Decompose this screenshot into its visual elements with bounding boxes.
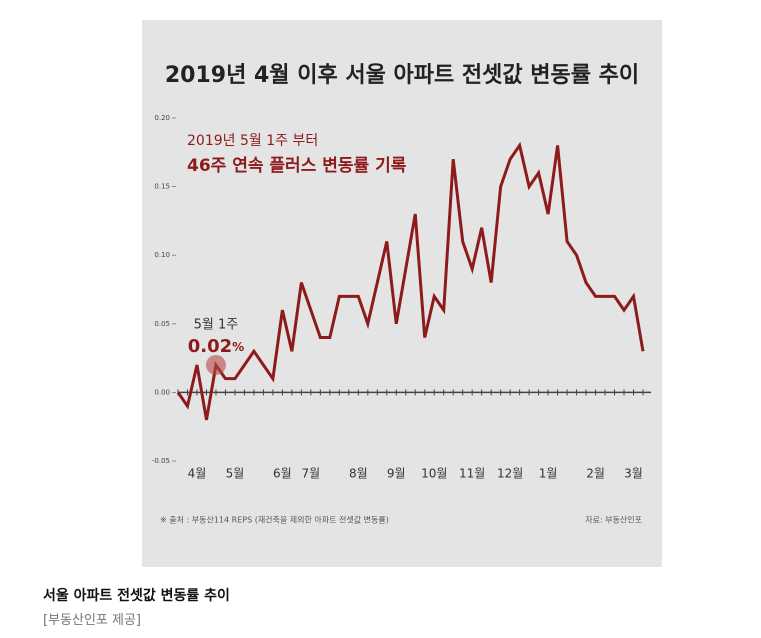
line-series — [176, 141, 645, 421]
y-tick-label: 0.00 — [154, 388, 170, 396]
caption-title: 서울 아파트 전셋값 변동률 추이 — [43, 588, 230, 604]
y-tick-label: 0.15 — [154, 183, 170, 191]
annotation-value: 0.02% — [188, 336, 244, 357]
caption-credit: [부동산인포 제공] — [43, 613, 141, 628]
x-tick-label: 7월 — [302, 467, 321, 481]
x-tick-label: 6월 — [273, 467, 292, 481]
annotation-text: 5월 1주 — [194, 318, 239, 333]
y-tick-label: 0.10 — [154, 251, 170, 259]
chart-title: 2019년 4월 이후 서울 아파트 전셋값 변동률 추이 — [165, 63, 639, 88]
subtitle: 46주 연속 플러스 변동률 기록 — [187, 156, 407, 176]
source: ※ 출처 : 부동산114 REPS (재건축을 제외한 아파트 전셋값 변동률… — [160, 515, 389, 525]
subtitle: 2019년 5월 1주 부터 — [187, 133, 318, 149]
x-tick-label: 3월 — [624, 467, 643, 481]
x-tick-label: 9월 — [387, 467, 406, 481]
annotation-value-unit: % — [232, 340, 244, 354]
y-tick-label: 0.20 — [154, 114, 170, 122]
x-tick-label: 10월 — [421, 467, 447, 481]
highlight-point — [205, 354, 226, 375]
x-tick-label: 2월 — [586, 467, 605, 481]
annotation-value-number: 0.02 — [188, 336, 232, 357]
x-tick-label: 4월 — [188, 467, 207, 481]
y-tick-label: 0.05 — [154, 320, 170, 328]
x-tick-label: 8월 — [349, 467, 368, 481]
x-tick-label: 12월 — [497, 467, 523, 481]
credit: 자료: 부동산인포 — [585, 515, 642, 525]
chart: 2019년 4월 이후 서울 아파트 전셋값 변동률 추이 2019년 5월 1… — [142, 20, 662, 567]
x-tick-label: 11월 — [459, 467, 485, 481]
x-tick-label: 5월 — [226, 467, 245, 481]
x-tick-label: 1월 — [539, 467, 558, 481]
y-tick-label: -0.05 — [152, 457, 170, 465]
